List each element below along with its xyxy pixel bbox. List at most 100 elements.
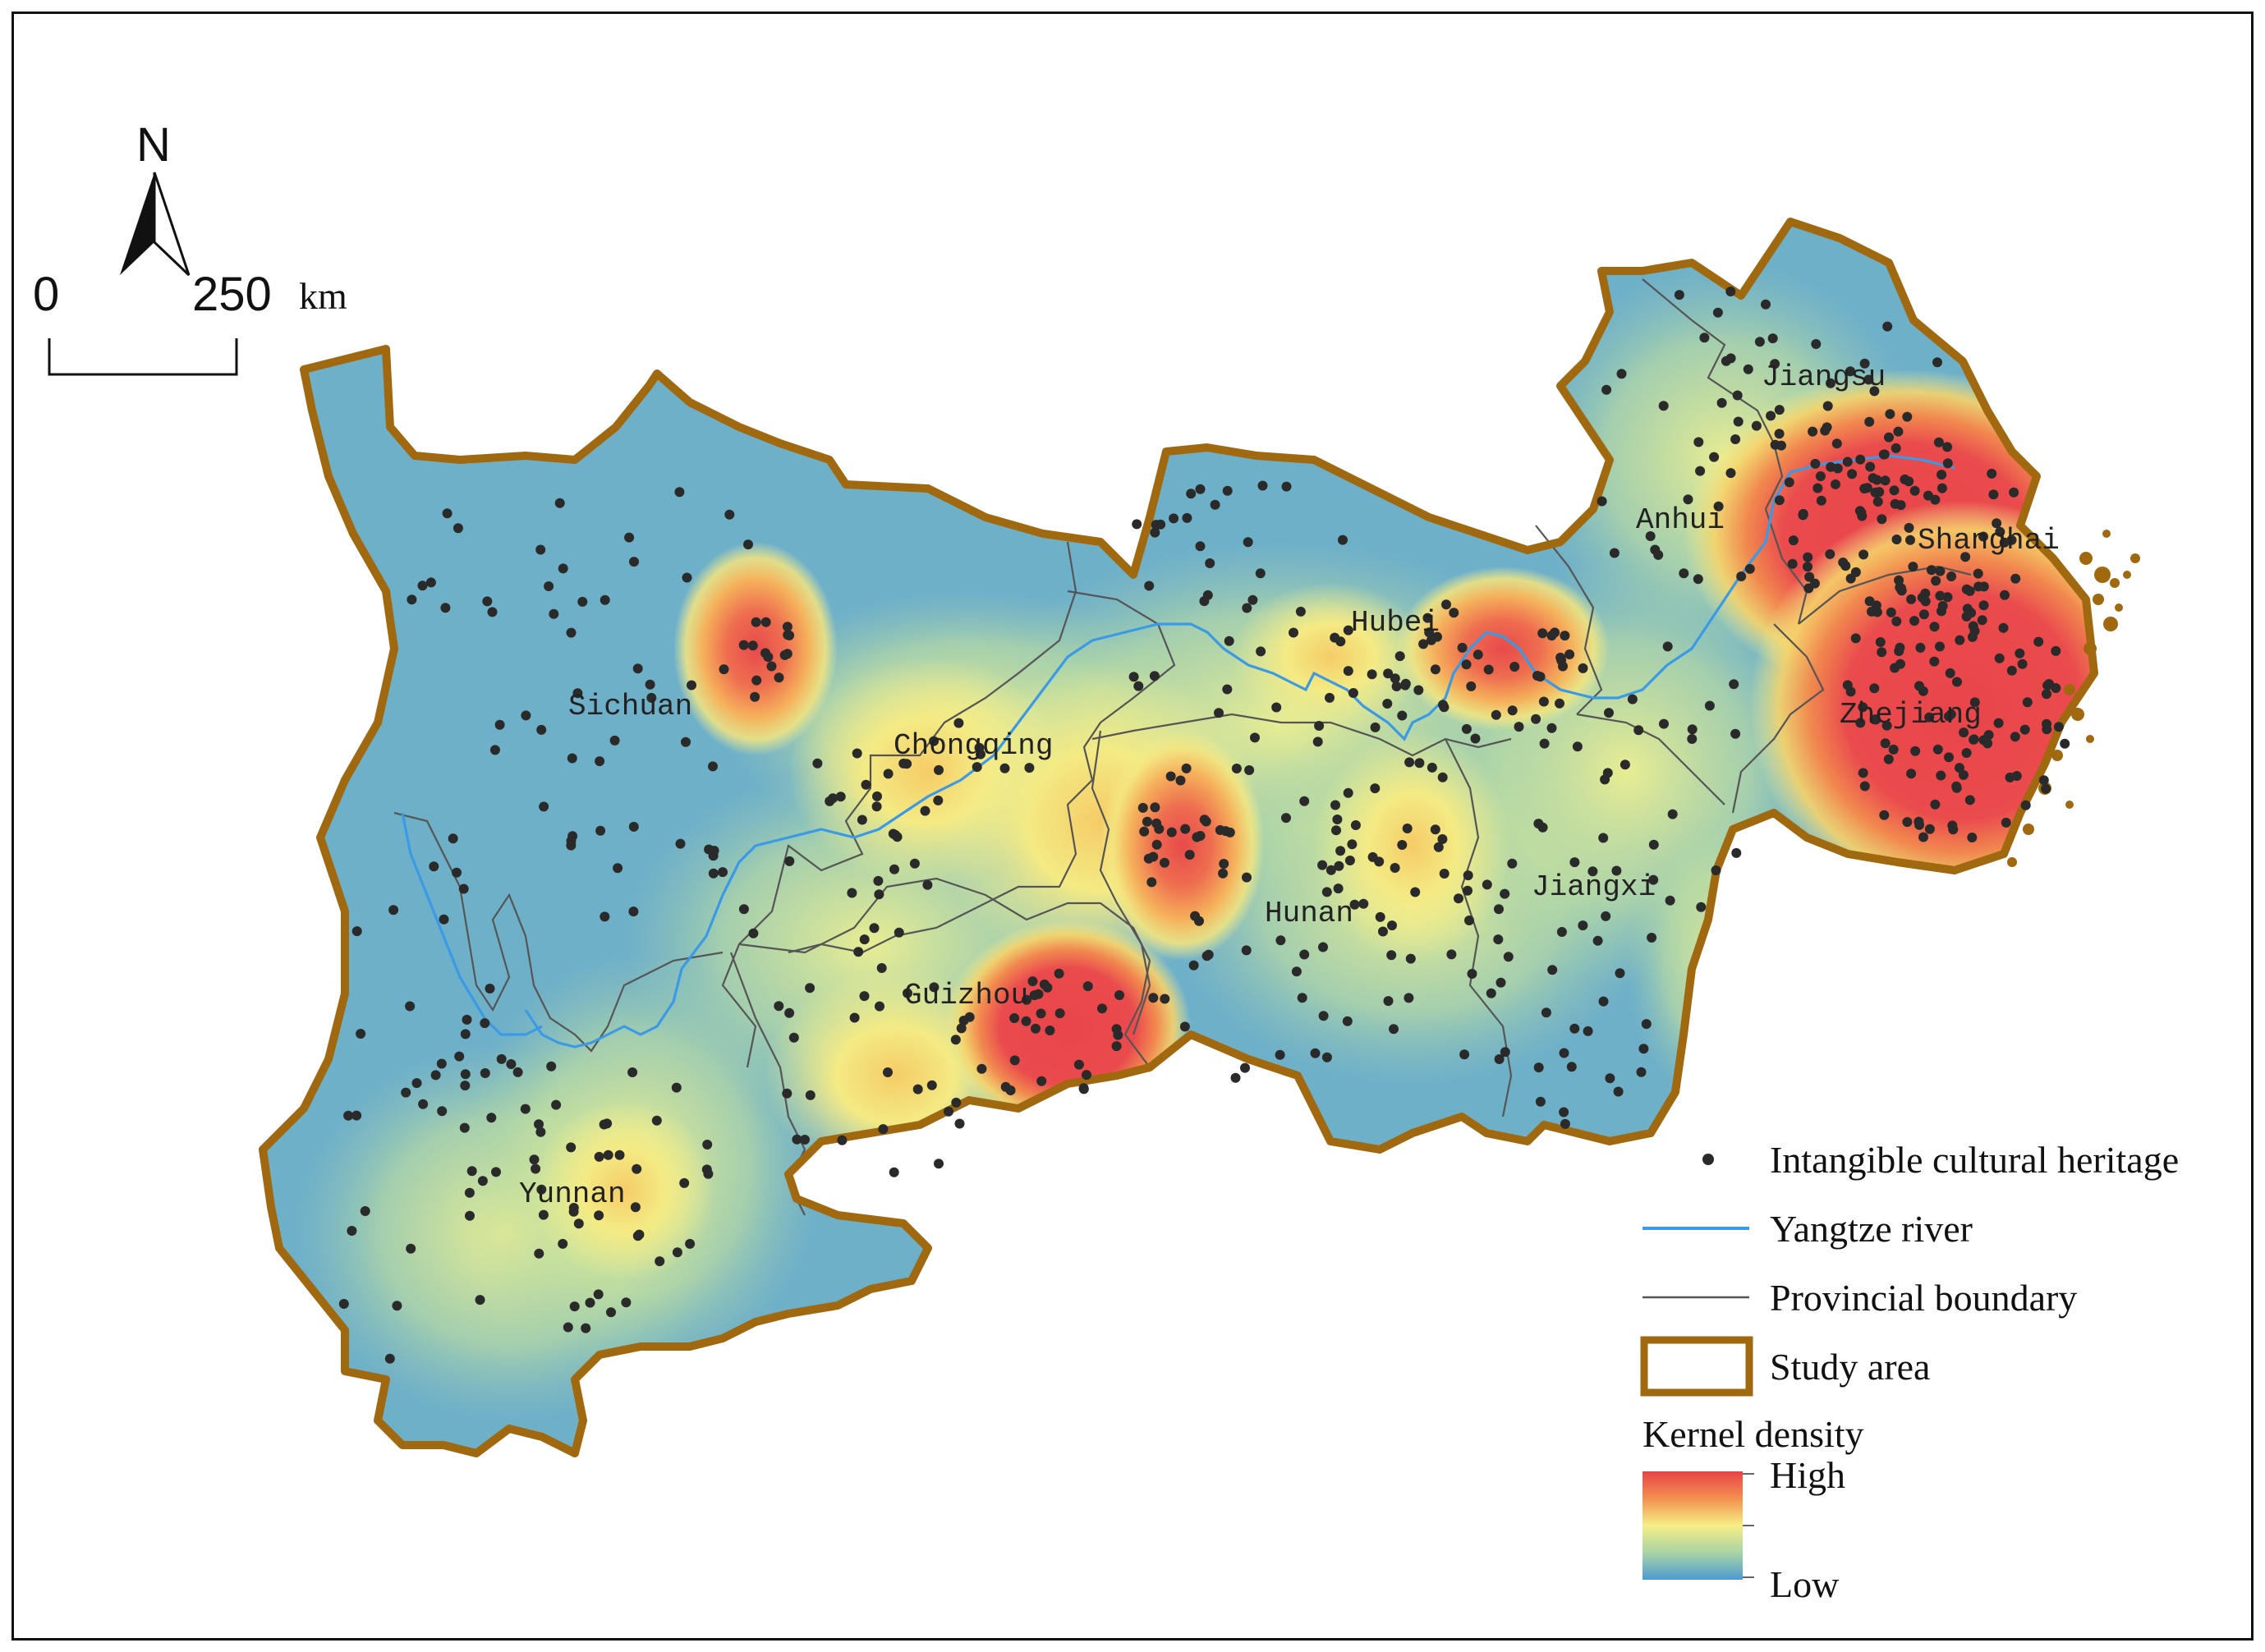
heritage-point: [1733, 416, 1744, 427]
heritage-point: [429, 861, 439, 872]
heritage-point: [1872, 497, 1883, 507]
heritage-point: [1968, 621, 1978, 631]
heritage-point: [1391, 681, 1402, 691]
heritage-point: [1964, 795, 1975, 805]
boundary-hubei-anhui: [1535, 525, 1603, 715]
heritage-point: [632, 1163, 642, 1174]
heritage-point: [1909, 485, 1920, 496]
heritage-point: [1942, 442, 1953, 452]
heritage-point: [1390, 863, 1400, 873]
heritage-point: [2017, 659, 2028, 669]
heritage-point: [1495, 977, 1506, 988]
heritage-point: [1600, 774, 1610, 785]
heritage-point: [1784, 477, 1794, 488]
heritage-point: [1243, 537, 1253, 548]
heritage-point: [494, 719, 505, 730]
heritage-point: [1021, 1016, 1031, 1026]
heritage-point: [1494, 904, 1504, 915]
heritage-point: [453, 523, 463, 534]
heritage-point: [1831, 479, 1840, 489]
heritage-point: [1318, 942, 1328, 952]
heritage-point: [1850, 633, 1861, 644]
yangtze-river: [401, 454, 1955, 1049]
label-sichuan: Sichuan: [568, 690, 692, 723]
heritage-point: [2038, 775, 2049, 786]
heritage-point: [812, 758, 823, 769]
heritage-point: [480, 1018, 490, 1029]
heritage-point: [920, 805, 930, 816]
heritage-point: [1344, 856, 1355, 865]
label-chongqing: Chongqing: [894, 729, 1053, 763]
heritage-point: [1978, 531, 1988, 542]
heritage-point: [1687, 724, 1698, 735]
heritage-point: [1988, 489, 1999, 500]
heritage-point: [852, 748, 862, 759]
heritage-point: [1712, 307, 1723, 318]
heritage-point: [703, 1168, 714, 1179]
heritage-point: [1930, 494, 1941, 505]
heritage-point: [1711, 865, 1721, 875]
heritage-point: [1441, 599, 1451, 610]
heritage-point: [1687, 734, 1698, 744]
heritage-point: [1332, 815, 1343, 824]
heritage-point: [1507, 858, 1518, 869]
heritage-point: [489, 745, 500, 755]
heritage-point: [1132, 519, 1142, 530]
heritage-point: [1910, 746, 1921, 756]
heritage-point: [1342, 1016, 1353, 1026]
heritage-point: [719, 664, 729, 675]
heritage-point: [1470, 733, 1481, 744]
heritage-point: [1179, 1021, 1190, 1032]
heritage-point: [861, 779, 871, 790]
heritage-point: [782, 1088, 793, 1099]
heritage-point: [1045, 1026, 1055, 1035]
heritage-point: [1321, 887, 1332, 897]
heritage-point: [1424, 627, 1435, 638]
heritage-point: [448, 833, 458, 844]
heritage-point: [629, 557, 639, 567]
heritage-point: [889, 864, 899, 874]
heritage-point: [1160, 857, 1169, 868]
heritage-point: [1446, 949, 1457, 960]
heritage-point: [1009, 1013, 1020, 1023]
heritage-point: [651, 1115, 662, 1126]
heritage-point: [1967, 833, 1978, 842]
heritage-point: [1667, 809, 1678, 819]
boundary-hunan-guizhou: [1091, 730, 1151, 1035]
heritage-point: [1810, 458, 1821, 469]
heritage-point: [351, 1110, 362, 1121]
heritage-point: [743, 539, 753, 550]
heritage-point: [1464, 915, 1474, 925]
heritage-point: [1633, 725, 1644, 736]
heritage-point: [425, 577, 436, 588]
heritage-point: [1111, 1041, 1122, 1052]
heritage-point: [568, 1203, 579, 1213]
heritage-point: [953, 718, 964, 728]
heritage-point: [1454, 893, 1463, 904]
heritage-point: [1648, 874, 1659, 885]
heritage-point: [1413, 685, 1424, 695]
heritage-point: [1143, 853, 1154, 864]
heritage-point: [1850, 567, 1861, 577]
heritage-point: [1188, 960, 1199, 971]
heritage-point: [1696, 902, 1707, 912]
heritage-point: [671, 1082, 682, 1093]
heritage-point: [343, 1110, 354, 1121]
heritage-point: [1318, 1011, 1329, 1021]
heritage-point: [1932, 744, 1943, 755]
heritage-point: [360, 1206, 370, 1216]
heritage-point: [1730, 434, 1741, 444]
heritage-point: [1404, 993, 1414, 1003]
heritage-point: [594, 1210, 604, 1221]
heritage-point: [1500, 888, 1510, 899]
heritage-point: [1858, 768, 1868, 778]
heritage-point: [1770, 359, 1780, 369]
heritage-point: [430, 1070, 441, 1081]
heritage-point: [1693, 437, 1704, 447]
heritage-point: [954, 1118, 965, 1129]
heritage-point: [558, 563, 568, 574]
heritage-point: [1730, 728, 1741, 739]
heritage-point: [1826, 378, 1835, 388]
heritage-point: [351, 926, 362, 937]
heritage-point: [418, 1099, 429, 1109]
